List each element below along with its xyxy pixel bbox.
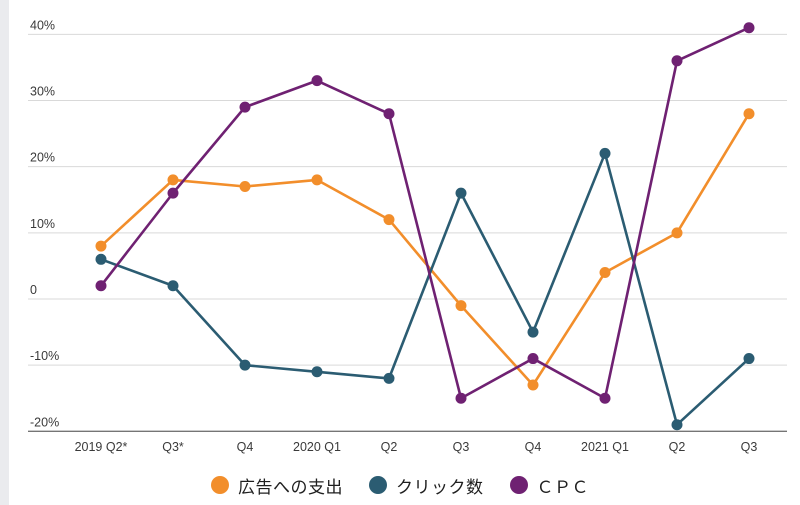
data-point-ＣＰＣ-Q3 (743, 22, 755, 34)
series-line-ＣＰＣ (99, 26, 751, 400)
data-point-広告への支出-2021 Q1 (599, 267, 611, 279)
chart-legend: 広告への支出 クリック数 ＣＰＣ (0, 466, 800, 504)
data-point-ＣＰＣ-Q4 (239, 101, 251, 113)
legend-item-広告への支出: 広告への支出 (211, 473, 343, 498)
series-line-クリック数 (99, 152, 751, 427)
data-point-ＣＰＣ-Q2 (383, 108, 395, 120)
legend-dot-icon (211, 476, 229, 494)
left-edge-strip (0, 0, 9, 505)
data-point-クリック数-2019 Q2* (95, 253, 107, 265)
data-point-広告への支出-Q3 (455, 300, 467, 312)
data-point-クリック数-2021 Q1 (599, 147, 611, 159)
data-point-ＣＰＣ-2019 Q2* (95, 280, 107, 292)
legend-dot-icon (509, 476, 528, 494)
data-point-クリック数-Q2 (383, 372, 395, 384)
line-chart: 40% 30% 20% 10% 0 -10% -20% 2019 Q2* Q3* Q4 2020 Q… (28, 18, 787, 454)
data-point-ＣＰＣ-Q3* (167, 187, 179, 199)
legend-item-クリック数: クリック数 (369, 473, 484, 498)
y-tick-label: 20% (30, 151, 55, 165)
y-tick-label: -10% (30, 349, 59, 363)
x-tick-label: 2019 Q2* (75, 440, 128, 454)
y-tick-label: 0 (30, 283, 37, 297)
data-point-クリック数-Q2 (671, 419, 683, 431)
y-tick-label: -20% (30, 415, 59, 429)
series-line-広告への支出 (99, 112, 751, 387)
y-tick-label: 40% (30, 18, 55, 32)
y-tick-label: 10% (30, 217, 55, 231)
data-point-ＣＰＣ-2021 Q1 (599, 392, 611, 404)
data-point-ＣＰＣ-2020 Q1 (311, 75, 323, 87)
data-point-ＣＰＣ-Q4 (527, 353, 539, 365)
x-tick-label: Q3* (162, 440, 184, 454)
data-point-広告への支出-Q4 (239, 181, 251, 193)
x-tick-label: Q3 (453, 440, 470, 454)
data-point-広告への支出-2020 Q1 (311, 174, 323, 186)
data-point-広告への支出-Q2 (383, 214, 395, 226)
legend-label: 広告への支出 (238, 477, 343, 497)
x-tick-label: Q3 (741, 440, 758, 454)
data-point-広告への支出-2019 Q2* (95, 240, 107, 252)
data-point-クリック数-Q3* (167, 280, 179, 292)
data-point-クリック数-Q3 (455, 187, 467, 199)
data-point-ＣＰＣ-Q3 (455, 392, 467, 404)
data-point-広告への支出-Q3* (167, 174, 179, 186)
data-point-クリック数-2020 Q1 (311, 366, 323, 378)
x-tick-label: Q4 (525, 440, 542, 454)
data-point-広告への支出-Q2 (671, 227, 683, 239)
x-tick-label: Q4 (237, 440, 254, 454)
data-point-ＣＰＣ-Q2 (671, 55, 683, 67)
data-point-広告への支出-Q3 (743, 108, 755, 120)
data-point-クリック数-Q3 (743, 353, 755, 365)
legend-item-ＣＰＣ: ＣＰＣ (509, 473, 590, 498)
x-tick-label: Q2 (669, 440, 686, 454)
legend-label: クリック数 (396, 477, 484, 497)
legend-label: ＣＰＣ (536, 477, 589, 497)
data-point-クリック数-Q4 (239, 359, 251, 371)
data-point-クリック数-Q4 (527, 326, 539, 338)
legend-dot-icon (369, 476, 387, 494)
x-tick-label: 2020 Q1 (293, 440, 341, 454)
data-point-広告への支出-Q4 (527, 379, 539, 391)
x-tick-label: 2021 Q1 (581, 440, 629, 454)
x-tick-label: Q2 (381, 440, 398, 454)
y-tick-label: 30% (30, 84, 55, 98)
